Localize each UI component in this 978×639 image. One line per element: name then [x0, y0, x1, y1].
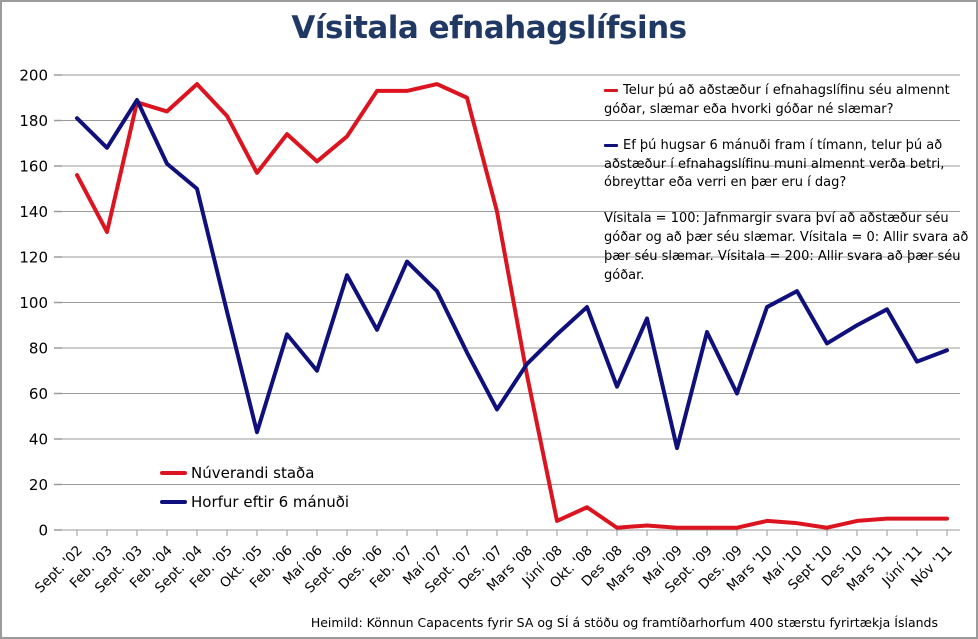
legend-label-current: Núverandi staða	[191, 463, 315, 482]
y-axis-label: 160	[19, 158, 48, 176]
y-axis-label: 40	[29, 431, 48, 449]
annotations-panel: Telur þú að aðstæður í efnahagslífinu sé…	[604, 82, 976, 303]
legend-label-outlook: Horfur eftir 6 mánuði	[191, 492, 350, 511]
chart-title: Vísitala efnahagslífsins	[291, 10, 687, 46]
legend-item-current: Núverandi staða	[160, 458, 349, 487]
y-axis-label: 180	[19, 112, 48, 130]
series-line-horfur-eftir-6-manudi	[75, 98, 949, 451]
annotation-question-outlook-text: Ef þú hugsar 6 mánuði fram í tímann, tel…	[604, 137, 945, 191]
annotation-question-outlook: Ef þú hugsar 6 mánuði fram í tímann, tel…	[604, 137, 976, 194]
source-note: Heimild: Könnun Capacents fyrir SA og SÍ…	[310, 615, 938, 630]
annotation-index-note: Vísitala = 100: Jafnmargir svara því að …	[604, 211, 969, 283]
y-axis-label: 20	[29, 476, 48, 494]
y-axis-label: 140	[19, 203, 48, 221]
y-axis-label: 60	[29, 385, 48, 403]
legend-item-outlook: Horfur eftir 6 mánuði	[160, 487, 349, 516]
blue-dash-icon	[604, 143, 618, 147]
y-axis-label: 120	[19, 249, 48, 267]
blue-line-swatch-icon	[160, 499, 187, 504]
series-line-nuverandi-stada	[75, 82, 949, 530]
legend: Núverandi staða Horfur eftir 6 mánuði	[160, 458, 349, 516]
y-axis-label: 0	[38, 522, 48, 540]
red-dash-icon	[604, 89, 618, 92]
y-axis-label: 200	[19, 67, 48, 85]
annotation-question-current: Telur þú að aðstæður í efnahagslífinu sé…	[604, 82, 976, 120]
annotation-question-current-text: Telur þú að aðstæður í efnahagslífinu sé…	[604, 83, 950, 117]
y-axis-label: 100	[19, 294, 48, 312]
y-axis-label: 80	[29, 340, 48, 358]
red-line-swatch-icon	[160, 470, 187, 475]
